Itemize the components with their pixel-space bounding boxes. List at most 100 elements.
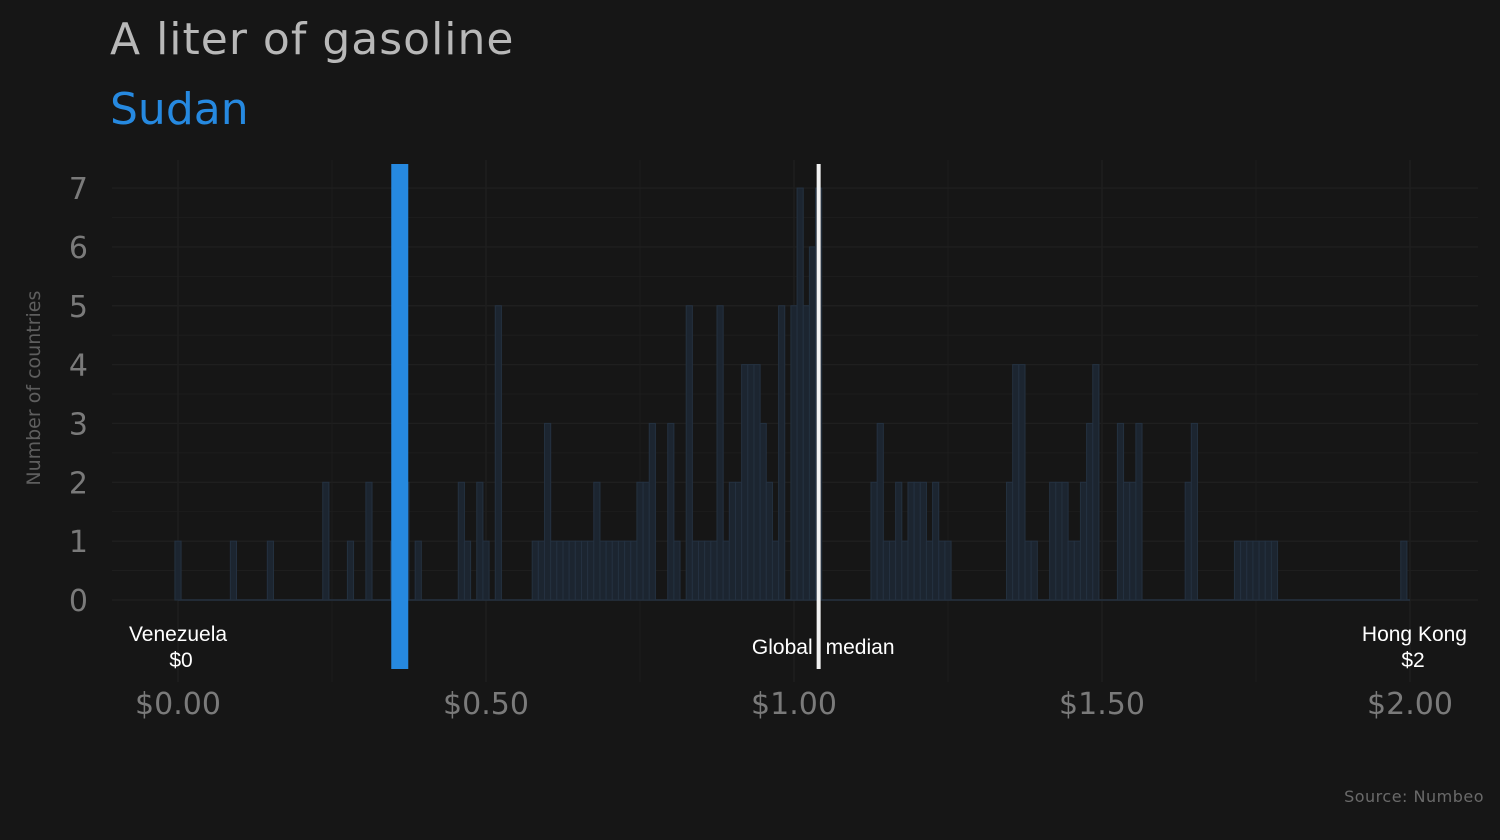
histogram-bar <box>691 540 700 601</box>
histogram-bar <box>562 540 570 601</box>
histogram-bar <box>642 481 650 601</box>
histogram-bar <box>919 481 927 601</box>
y-tick-label: 2 <box>69 466 88 501</box>
histogram-bar <box>1240 540 1248 601</box>
histogram-bar <box>1252 540 1260 601</box>
histogram-bar <box>544 422 552 601</box>
histogram-bar <box>741 364 749 601</box>
histogram-bar <box>1006 481 1014 601</box>
histogram-bar <box>587 540 595 601</box>
histogram-bar <box>716 305 724 601</box>
y-tick-label: 0 <box>69 584 88 619</box>
histogram-bar <box>463 540 472 601</box>
median-label-left: Global <box>752 636 813 659</box>
histogram-bar <box>728 481 736 601</box>
histogram-bar <box>1030 540 1038 601</box>
histogram-bar <box>365 481 373 601</box>
histogram-bar <box>556 540 564 601</box>
histogram-bar <box>704 540 712 601</box>
histogram-bar <box>778 305 786 601</box>
annotation-min-value: $0 <box>169 649 192 672</box>
chart-subtitle: Sudan <box>110 84 249 135</box>
histogram-bar <box>710 540 718 601</box>
histogram-bar <box>1073 540 1081 601</box>
histogram-bar <box>574 540 582 601</box>
x-tick-label: $0.00 <box>135 687 221 722</box>
histogram-bar <box>876 422 884 601</box>
histogram-bar <box>1270 540 1279 601</box>
median-line <box>816 164 821 669</box>
histogram-bar <box>1135 422 1143 601</box>
histogram-bar <box>414 540 422 601</box>
x-tick-label: $1.50 <box>1059 687 1145 722</box>
source-note: Source: Numbeo <box>1344 787 1484 806</box>
histogram-bar <box>537 540 546 601</box>
annotation-min-country: Venezuela <box>129 623 227 646</box>
y-tick-label: 1 <box>69 525 88 560</box>
histogram-bar <box>1190 422 1198 601</box>
histogram-bar <box>1184 481 1192 601</box>
histogram-bar <box>1129 481 1137 601</box>
highlight-marker <box>391 164 409 669</box>
histogram-bar <box>457 481 465 601</box>
histogram-bar <box>667 422 675 601</box>
histogram-bar <box>617 540 626 601</box>
histogram-bar <box>229 540 238 601</box>
histogram-bar <box>322 481 330 601</box>
histogram-bar <box>1055 481 1063 601</box>
histogram-bar <box>895 481 903 601</box>
histogram-bar <box>580 540 589 601</box>
histogram-bar <box>266 540 274 601</box>
histogram-bar <box>790 305 798 601</box>
histogram-bar <box>1018 364 1026 601</box>
histogram-bar <box>888 540 897 601</box>
histogram-bar <box>174 540 182 601</box>
y-tick-label: 3 <box>69 407 88 442</box>
y-tick-label: 5 <box>69 290 88 325</box>
histogram-bar <box>531 540 539 601</box>
histogram-bar <box>802 305 810 601</box>
histogram-bar <box>925 540 934 601</box>
annotation-max-country: Hong Kong <box>1362 623 1467 646</box>
histogram-bar <box>722 540 730 601</box>
histogram-bar <box>673 540 681 601</box>
histogram-bar <box>1092 364 1100 601</box>
histogram-bar <box>599 540 607 601</box>
histogram-bar <box>907 481 915 601</box>
histogram-bar <box>753 364 761 601</box>
histogram-bar <box>636 481 644 601</box>
histogram-bar <box>796 187 804 601</box>
histogram-bar <box>698 540 706 601</box>
histogram-bar <box>1049 481 1057 601</box>
histogram-bar <box>771 540 780 601</box>
histogram-bar <box>482 540 490 601</box>
histogram-bar <box>648 422 656 601</box>
histogram-bar <box>913 481 921 601</box>
histogram-bar <box>630 540 638 601</box>
histogram-bar <box>1258 540 1266 601</box>
x-tick-label: $2.00 <box>1367 687 1453 722</box>
histogram-bar <box>932 481 940 601</box>
histogram-bar <box>611 540 619 601</box>
histogram-bar <box>1233 540 1242 601</box>
histogram-bar <box>1067 540 1075 601</box>
histogram-bar <box>605 540 613 601</box>
histogram-bar <box>944 540 952 601</box>
histogram-bar <box>685 305 693 601</box>
y-tick-label: 4 <box>69 349 88 384</box>
histogram-bar <box>1116 422 1125 601</box>
median-label-right: median <box>826 636 895 659</box>
histogram-bar <box>1012 364 1020 601</box>
histogram-bar <box>1086 422 1094 601</box>
histogram-bar <box>1400 540 1408 601</box>
histogram-bar <box>1246 540 1254 601</box>
histogram-bar <box>568 540 576 601</box>
histogram-bar <box>882 540 890 601</box>
x-tick-label: $1.00 <box>751 687 837 722</box>
y-axis-label: Number of countries <box>23 291 45 486</box>
histogram-bar <box>734 481 743 601</box>
histogram-bar <box>593 481 601 601</box>
histogram-bar <box>550 540 558 601</box>
histogram-bar <box>494 305 502 601</box>
